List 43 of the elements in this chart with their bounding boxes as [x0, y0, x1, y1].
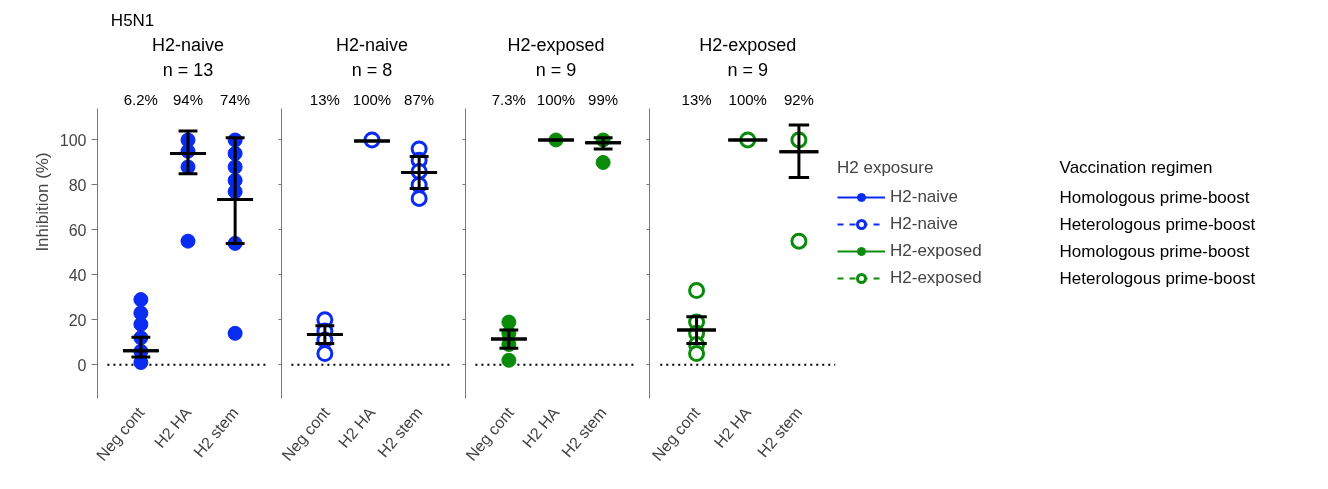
annotation: 13%	[309, 91, 340, 108]
annotation: 74%	[220, 91, 251, 108]
annotation: 94%	[172, 91, 204, 108]
y-tick-label: 100	[59, 131, 87, 149]
y-tick-label: 60	[68, 221, 87, 239]
y-tick-label: 40	[68, 266, 87, 284]
legend-label: H2-exposed	[890, 241, 982, 261]
x-tick-label: H2 HA	[710, 403, 755, 451]
legend-label: H2-naive	[890, 187, 959, 207]
chart-subtitle: n = 13	[162, 59, 214, 80]
text: Heterologous prime-boost	[1059, 215, 1256, 234]
annotation: 87%	[404, 91, 435, 108]
text: Homologous prime-boost	[1059, 188, 1250, 207]
legend-title: H2 exposure	[837, 158, 935, 178]
x-tick-label: Neg cont	[648, 403, 704, 464]
chart-title: H2-naive	[151, 34, 225, 55]
text: Homologous prime-boost	[1059, 242, 1250, 261]
annotation: 13%	[681, 91, 712, 108]
chart-subtitle: n = 9	[535, 59, 577, 80]
text: Heterologous prime-boost	[1059, 269, 1256, 288]
annotation: 92%	[783, 91, 814, 108]
annotation: 100%	[728, 91, 767, 108]
x-tick-label: Neg cont	[278, 403, 334, 464]
chart-title: H2-naive	[335, 34, 409, 55]
annotation: 6.2%	[123, 91, 158, 108]
chart-subtitle: n = 8	[351, 59, 393, 80]
chart-title: H2-exposed	[507, 34, 605, 55]
x-tick-label: Neg cont	[93, 403, 148, 464]
legend-label: H2-naive	[890, 214, 959, 234]
chart-subtitle: n = 9	[727, 59, 769, 80]
text: H5N1	[110, 11, 155, 30]
annotation: 99%	[588, 91, 619, 108]
chart-title: H2-exposed	[699, 34, 797, 55]
annotation: 100%	[536, 91, 576, 108]
y-tick-label: 20	[68, 311, 87, 329]
legend-label: H2-exposed	[890, 268, 982, 288]
annotation: 7.3%	[491, 91, 526, 108]
text: Vaccination regimen	[1059, 158, 1213, 177]
y-tick-label: 0	[77, 356, 87, 374]
y-axis-title: Inhibition (%)	[32, 152, 52, 252]
annotation: 100%	[352, 91, 392, 108]
y-tick-label: 80	[68, 176, 87, 194]
x-tick-label: Neg cont	[462, 403, 518, 464]
